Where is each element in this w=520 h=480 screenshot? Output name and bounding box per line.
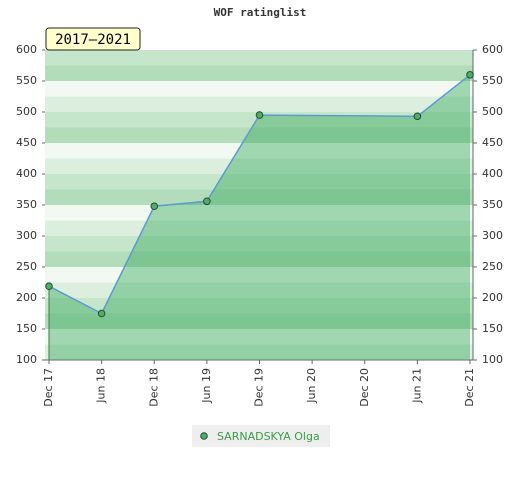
y2-tick-label: 550 bbox=[482, 74, 503, 87]
band bbox=[45, 174, 473, 190]
band bbox=[45, 81, 473, 97]
band bbox=[45, 143, 473, 159]
x-tick-label: Jun 21 bbox=[410, 368, 423, 404]
y2-tick-label: 400 bbox=[482, 167, 503, 180]
y-tick-label: 600 bbox=[16, 43, 37, 56]
y-tick-label: 300 bbox=[16, 229, 37, 242]
band bbox=[45, 65, 473, 81]
y2-tick-label: 100 bbox=[482, 353, 503, 366]
band bbox=[45, 267, 473, 283]
x-tick-label: Dec 19 bbox=[253, 368, 266, 407]
legend-box[interactable] bbox=[192, 425, 330, 447]
y-tick-label: 400 bbox=[16, 167, 37, 180]
y-tick-label: 150 bbox=[16, 322, 37, 335]
band bbox=[45, 236, 473, 252]
x-tick-label: Dec 17 bbox=[42, 368, 55, 407]
band bbox=[45, 220, 473, 236]
y2-tick-label: 350 bbox=[482, 198, 503, 211]
point bbox=[203, 197, 211, 206]
background bbox=[45, 50, 473, 360]
y2-tick-label: 150 bbox=[482, 322, 503, 335]
y2-tick-label: 250 bbox=[482, 260, 503, 273]
annotation: 2017–2021 bbox=[55, 32, 131, 48]
x-tick-label: Dec 21 bbox=[463, 368, 476, 407]
legend-marker bbox=[200, 432, 208, 440]
band bbox=[45, 127, 473, 143]
band bbox=[45, 96, 473, 112]
y2-tick-label: 200 bbox=[482, 291, 503, 304]
y2-tick-label: 450 bbox=[482, 136, 503, 149]
x-tick-label: Jun 20 bbox=[305, 368, 318, 404]
band bbox=[45, 329, 473, 345]
y-tick-label: 100 bbox=[16, 353, 37, 366]
y-tick-label: 200 bbox=[16, 291, 37, 304]
point bbox=[466, 71, 474, 79]
band bbox=[45, 189, 473, 205]
point bbox=[45, 282, 53, 291]
y2-tick-label: 600 bbox=[482, 43, 503, 56]
x-tick-label: Jun 18 bbox=[95, 368, 108, 404]
band bbox=[45, 313, 473, 329]
x-tick-label: Jun 19 bbox=[200, 368, 213, 404]
y-tick-label: 450 bbox=[16, 136, 37, 149]
y-tick-label: 500 bbox=[16, 105, 37, 118]
legend-label: SARNADSKYA Olga bbox=[217, 430, 320, 443]
band bbox=[45, 251, 473, 267]
point bbox=[413, 112, 422, 121]
y2-tick-label: 500 bbox=[482, 105, 503, 118]
y2-tick-label: 300 bbox=[482, 229, 503, 242]
band bbox=[45, 282, 473, 298]
point bbox=[97, 309, 106, 318]
y-tick-label: 550 bbox=[16, 74, 37, 87]
chart-title: WOF ratinglist bbox=[214, 6, 307, 19]
area-fill bbox=[49, 74, 470, 361]
point bbox=[255, 111, 264, 119]
y-tick-label: 250 bbox=[16, 260, 37, 273]
y-tick-label: 350 bbox=[16, 198, 37, 211]
point bbox=[150, 202, 159, 211]
band bbox=[45, 344, 473, 360]
x-tick-label: Dec 20 bbox=[358, 368, 371, 407]
x-tick-label: Dec 18 bbox=[147, 368, 160, 407]
band bbox=[45, 50, 473, 66]
annotation-box bbox=[45, 27, 141, 51]
band bbox=[45, 158, 473, 174]
band bbox=[45, 298, 473, 314]
